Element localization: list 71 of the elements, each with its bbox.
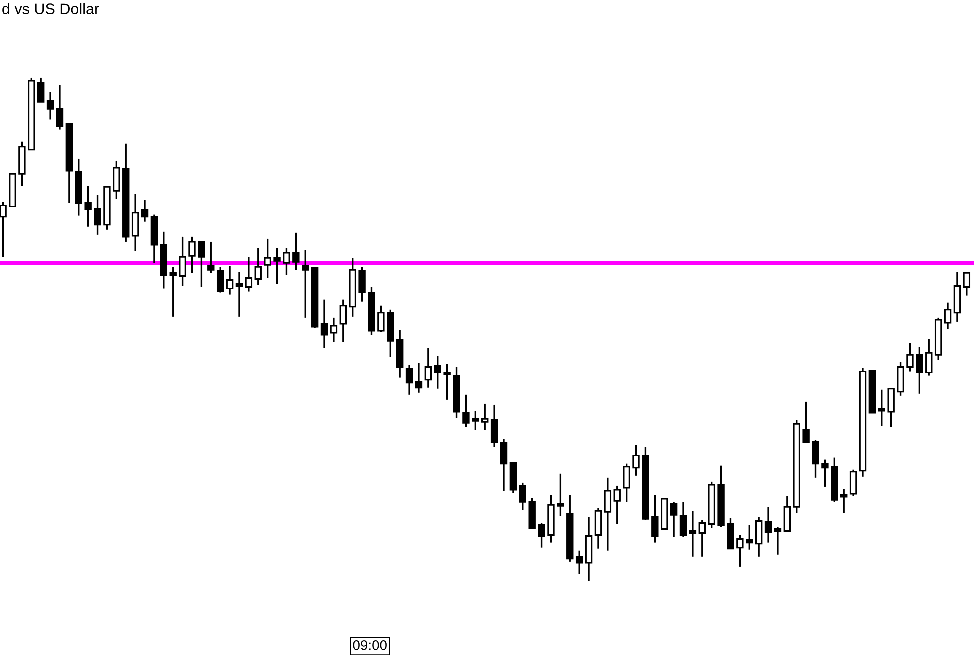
candlestick (245, 256, 253, 293)
candlestick (812, 439, 820, 479)
candlestick (926, 338, 933, 377)
candlestick (141, 199, 149, 223)
candlestick (519, 482, 526, 511)
candlestick (283, 247, 290, 276)
candlestick (689, 510, 697, 558)
candlestick (415, 362, 423, 394)
candlestick (208, 241, 215, 274)
candlestick (198, 241, 206, 288)
candlestick (274, 247, 281, 286)
candlestick (774, 526, 782, 556)
candlestick (764, 506, 772, 544)
candlestick (500, 438, 508, 492)
candlestick (406, 364, 414, 396)
candlestick (462, 394, 470, 428)
candlestick (84, 185, 92, 228)
candlestick (802, 401, 810, 444)
candlestick (378, 305, 385, 333)
candlestick (652, 494, 659, 544)
candlestick (604, 477, 612, 552)
candlestick (850, 469, 858, 497)
candlestick (888, 388, 895, 428)
candlestick (670, 501, 678, 538)
candlestick (113, 160, 120, 200)
candlestick (56, 84, 64, 131)
candlestick (755, 516, 763, 558)
candlestick (482, 403, 489, 431)
candlestick (46, 91, 54, 121)
candlestick (179, 236, 186, 288)
chart-title: d vs US Dollar (2, 3, 100, 14)
candlestick (746, 524, 754, 551)
candlestick (37, 77, 45, 103)
candlestick (963, 271, 971, 297)
candlestick (94, 194, 102, 236)
candlestick (330, 317, 338, 343)
candlestick (236, 271, 244, 318)
candlestick (623, 463, 630, 503)
candlestick (254, 247, 262, 286)
candlestick (944, 302, 952, 330)
candlestick (444, 363, 451, 401)
candlestick (170, 266, 177, 318)
candlestick (434, 355, 442, 390)
candlestick (358, 266, 366, 303)
candlestick (822, 458, 829, 488)
candlestick (302, 249, 310, 319)
candlestick (264, 238, 272, 280)
candlestick (557, 473, 564, 517)
candlestick (878, 389, 886, 427)
candlestick (906, 342, 914, 373)
candlestick (736, 534, 744, 568)
candlestick (576, 550, 584, 575)
text: 09:00 (353, 640, 387, 650)
candlestick (490, 404, 498, 448)
candlestick (538, 522, 546, 549)
candlestick (132, 193, 140, 252)
candlestick (188, 236, 196, 274)
candlestick (424, 347, 432, 389)
candlestick (680, 501, 688, 538)
candlestick (320, 298, 328, 349)
candlestick (292, 232, 300, 271)
candlestick (226, 265, 234, 296)
candlestick (840, 488, 848, 514)
candlestick (340, 298, 348, 343)
candlestick (614, 485, 621, 526)
candlestick (472, 410, 480, 431)
candlestick (632, 444, 640, 477)
candlestick (698, 519, 706, 558)
candlestick (216, 266, 224, 294)
candlestick (916, 346, 924, 395)
candlestick (0, 201, 7, 258)
